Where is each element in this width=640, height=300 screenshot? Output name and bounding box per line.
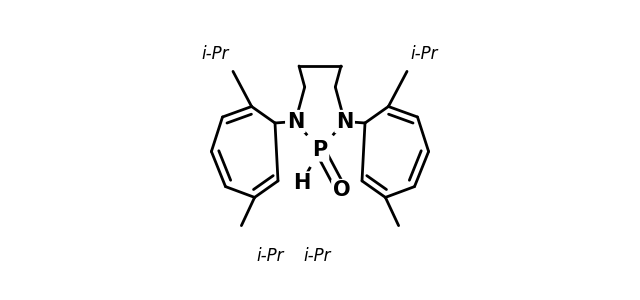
Text: N: N [287,112,304,131]
Text: N: N [336,112,353,131]
Text: i-Pr: i-Pr [202,45,229,63]
Text: i-Pr: i-Pr [303,247,331,265]
Text: H: H [292,173,310,193]
Text: i-Pr: i-Pr [257,247,284,265]
Text: P: P [312,140,328,160]
Text: i-Pr: i-Pr [411,45,438,63]
Text: O: O [333,181,351,200]
